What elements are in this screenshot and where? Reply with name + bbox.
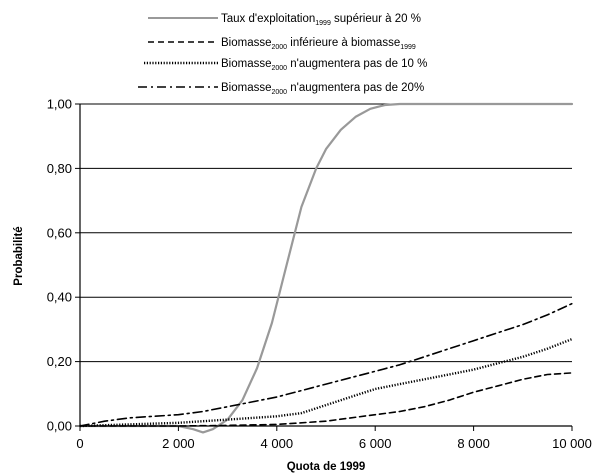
x-tick-label-1: 2 000 [162,436,195,451]
legend: Taux d'exploitation1999 supérieur à 20 %… [138,13,427,96]
legend-label-2: Biomasse2000 inférieure à biomasse1999 [221,37,416,51]
x-tick-label-3: 6 000 [359,436,392,451]
y-tick-label-2: 0,40 [47,290,72,305]
x-tick-label-2: 4 000 [261,436,294,451]
series-line-4 [79,302,573,427]
series-line-2 [79,372,573,427]
y-tick-label-1: 0,20 [47,354,72,369]
x-tick-label-4: 8 000 [457,436,490,451]
y-tick-label-3: 0,60 [47,225,72,240]
legend-label-1: Taux d'exploitation1999 supérieur à 20 % [221,13,421,27]
x-tick-label-5: 10 000 [552,436,592,451]
y-tick-label-5: 1,00 [47,97,72,112]
series-lines [78,102,574,434]
legend-label-4: Biomasse2000 n'augmentera pas de 20% [221,82,424,96]
series-line-3 [79,337,573,428]
x-axis-title: Quota de 1999 [287,461,366,473]
series-line-1 [78,102,574,434]
gridlines [80,103,572,363]
y-tick-label-4: 0,80 [47,161,72,176]
y-axis-title: Probabilité [13,226,25,285]
y-tick-label-0: 0,00 [47,419,72,434]
axes [75,103,573,431]
legend-label-3: Biomasse2000 n'augmentera pas de 10 % [221,58,427,72]
tick-labels: 0,00 0,20 0,40 0,60 0,80 1,00 0 2 000 4 000 6 000… [47,97,592,452]
x-tick-label-0: 0 [76,436,83,451]
